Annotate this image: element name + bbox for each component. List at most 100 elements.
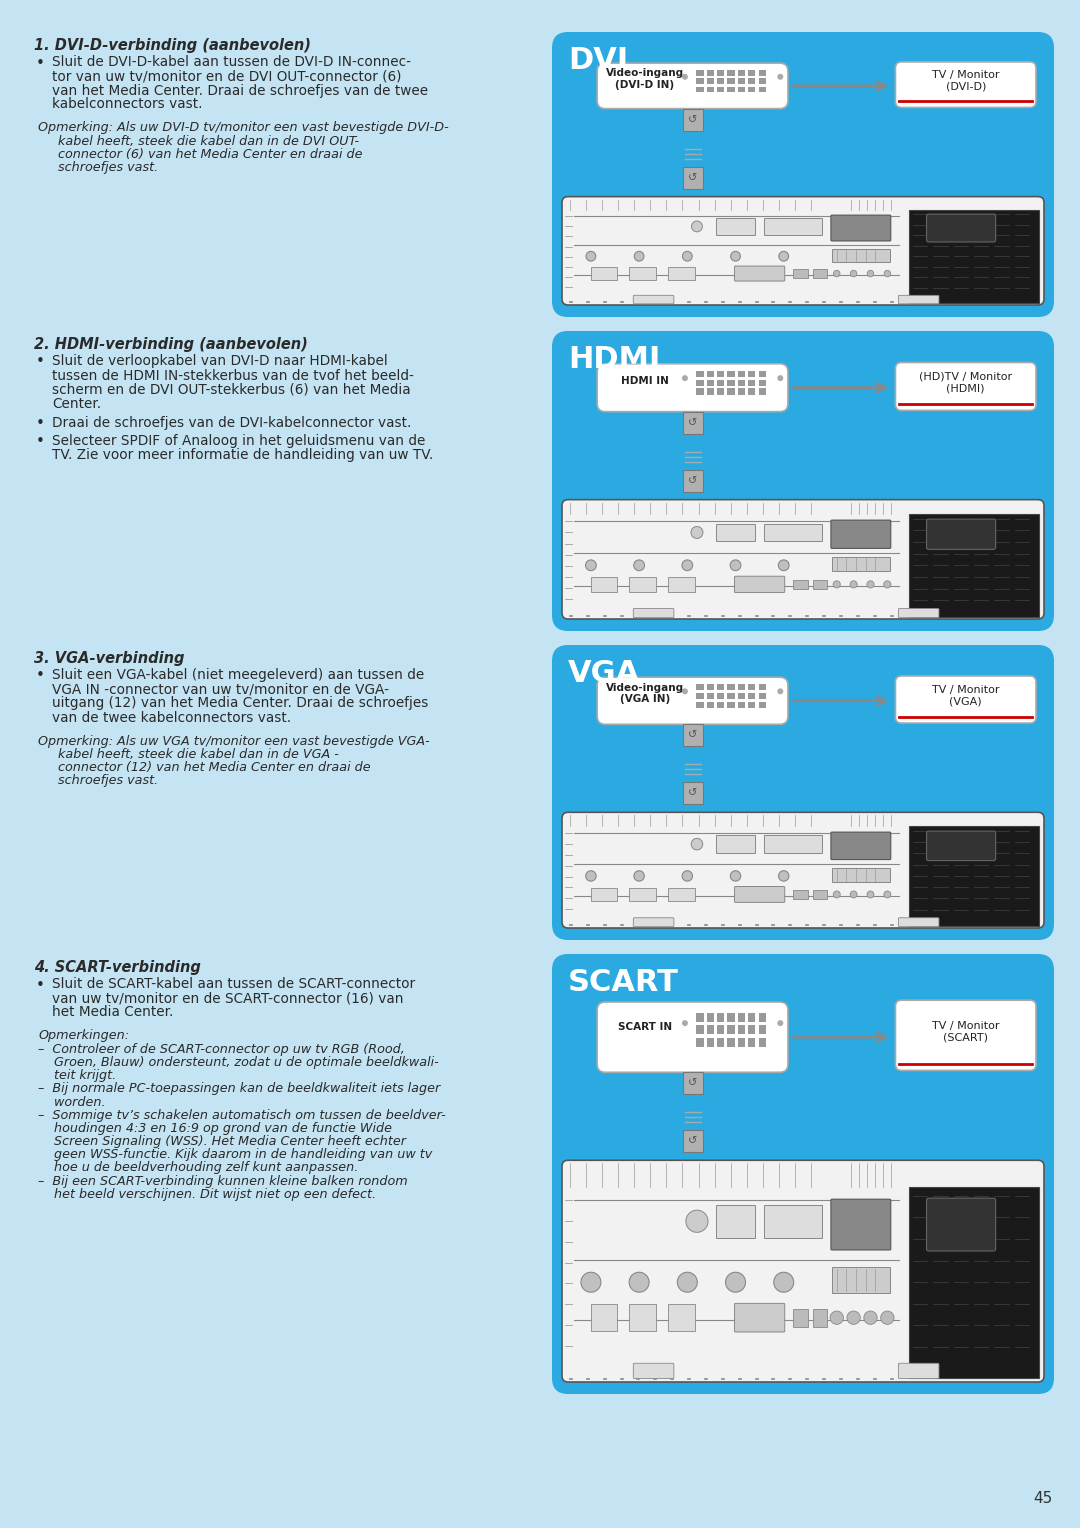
Text: •: • — [36, 978, 45, 993]
FancyBboxPatch shape — [552, 32, 1054, 316]
Bar — [758, 685, 766, 691]
Bar — [697, 388, 704, 394]
Text: VGA: VGA — [568, 659, 640, 688]
FancyBboxPatch shape — [831, 1199, 891, 1250]
Bar — [738, 371, 745, 377]
Text: kabel heeft, steek die kabel dan in de DVI OUT-: kabel heeft, steek die kabel dan in de D… — [38, 134, 360, 148]
FancyBboxPatch shape — [591, 1305, 618, 1331]
Bar — [728, 371, 734, 377]
Bar — [738, 70, 745, 76]
Circle shape — [681, 559, 692, 570]
Bar — [728, 1013, 734, 1022]
Bar — [706, 692, 714, 698]
FancyBboxPatch shape — [683, 469, 703, 492]
Bar — [728, 692, 734, 698]
Circle shape — [779, 251, 788, 261]
Bar — [706, 87, 714, 93]
Circle shape — [864, 1311, 877, 1325]
FancyBboxPatch shape — [895, 1001, 1036, 1071]
Text: HDMI IN: HDMI IN — [621, 376, 669, 385]
FancyBboxPatch shape — [909, 827, 1039, 926]
Text: Groen, Blauw) ondersteunt, zodat u de optimale beeldkwali-: Groen, Blauw) ondersteunt, zodat u de op… — [38, 1056, 438, 1070]
Bar — [758, 371, 766, 377]
Bar — [758, 380, 766, 387]
FancyBboxPatch shape — [562, 500, 1044, 619]
Text: ↺: ↺ — [688, 475, 698, 486]
Bar — [738, 78, 745, 84]
Circle shape — [634, 871, 645, 882]
Text: ↺: ↺ — [688, 1137, 698, 1146]
Text: (HD)TV / Monitor
(HDMI): (HD)TV / Monitor (HDMI) — [919, 371, 1012, 393]
FancyBboxPatch shape — [765, 524, 822, 541]
Bar — [697, 1039, 704, 1047]
Circle shape — [850, 270, 856, 277]
FancyBboxPatch shape — [765, 836, 822, 853]
FancyBboxPatch shape — [669, 267, 694, 280]
FancyBboxPatch shape — [716, 836, 755, 853]
FancyBboxPatch shape — [832, 556, 890, 571]
FancyBboxPatch shape — [716, 219, 755, 234]
Text: TV / Monitor
(SCART): TV / Monitor (SCART) — [932, 1021, 999, 1042]
Bar — [748, 371, 755, 377]
Text: ↺: ↺ — [688, 115, 698, 125]
Bar — [738, 380, 745, 387]
Circle shape — [581, 1273, 600, 1293]
Bar — [706, 78, 714, 84]
Bar — [738, 701, 745, 707]
Circle shape — [847, 1311, 861, 1325]
FancyBboxPatch shape — [899, 295, 939, 304]
Text: SCART: SCART — [568, 969, 679, 996]
FancyBboxPatch shape — [909, 209, 1039, 303]
Bar — [738, 388, 745, 394]
Circle shape — [686, 1210, 708, 1233]
Circle shape — [730, 559, 741, 570]
FancyBboxPatch shape — [895, 63, 1036, 107]
FancyBboxPatch shape — [597, 677, 788, 724]
Text: •: • — [36, 354, 45, 370]
Text: van het Media Center. Draai de schroefjes van de twee: van het Media Center. Draai de schroefje… — [52, 84, 428, 98]
Text: tussen de HDMI IN-stekkerbus van de tvof het beeld-: tussen de HDMI IN-stekkerbus van de tvof… — [52, 368, 414, 382]
FancyBboxPatch shape — [562, 197, 1044, 306]
Text: Draai de schroefjes van de DVI-kabelconnector vast.: Draai de schroefjes van de DVI-kabelconn… — [52, 416, 411, 429]
Circle shape — [681, 374, 688, 380]
FancyBboxPatch shape — [832, 1267, 890, 1293]
FancyBboxPatch shape — [812, 579, 827, 590]
Circle shape — [833, 581, 840, 588]
FancyBboxPatch shape — [552, 645, 1054, 940]
Text: houdingen 4:3 en 16:9 op grond van de functie Wide: houdingen 4:3 en 16:9 op grond van de fu… — [38, 1122, 392, 1135]
FancyBboxPatch shape — [630, 888, 656, 902]
Text: ↺: ↺ — [688, 173, 698, 183]
Circle shape — [883, 891, 891, 898]
Bar — [758, 87, 766, 93]
FancyBboxPatch shape — [597, 1002, 788, 1073]
Bar — [697, 371, 704, 377]
FancyBboxPatch shape — [794, 889, 808, 898]
Bar — [748, 1025, 755, 1034]
FancyBboxPatch shape — [794, 269, 808, 278]
Bar — [738, 1039, 745, 1047]
Circle shape — [834, 270, 840, 277]
Circle shape — [850, 581, 858, 588]
Text: ↺: ↺ — [688, 788, 698, 798]
Bar — [748, 380, 755, 387]
FancyBboxPatch shape — [633, 295, 674, 304]
Bar — [758, 1013, 766, 1022]
Text: 4. SCART-verbinding: 4. SCART-verbinding — [33, 960, 201, 975]
FancyBboxPatch shape — [683, 411, 703, 434]
Bar — [717, 371, 725, 377]
Circle shape — [831, 1311, 843, 1325]
Circle shape — [730, 871, 741, 882]
Text: kabel heeft, steek die kabel dan in de VGA -: kabel heeft, steek die kabel dan in de V… — [38, 747, 339, 761]
Circle shape — [883, 581, 891, 588]
Bar — [748, 87, 755, 93]
Text: –  Bij een SCART-verbinding kunnen kleine balken rondom: – Bij een SCART-verbinding kunnen kleine… — [38, 1175, 407, 1187]
FancyBboxPatch shape — [633, 918, 674, 926]
Bar — [717, 388, 725, 394]
Bar — [697, 380, 704, 387]
Text: •: • — [36, 434, 45, 449]
Text: HDMI: HDMI — [568, 345, 660, 374]
FancyBboxPatch shape — [597, 364, 788, 411]
Bar — [748, 388, 755, 394]
Bar — [717, 1039, 725, 1047]
Circle shape — [779, 871, 788, 882]
